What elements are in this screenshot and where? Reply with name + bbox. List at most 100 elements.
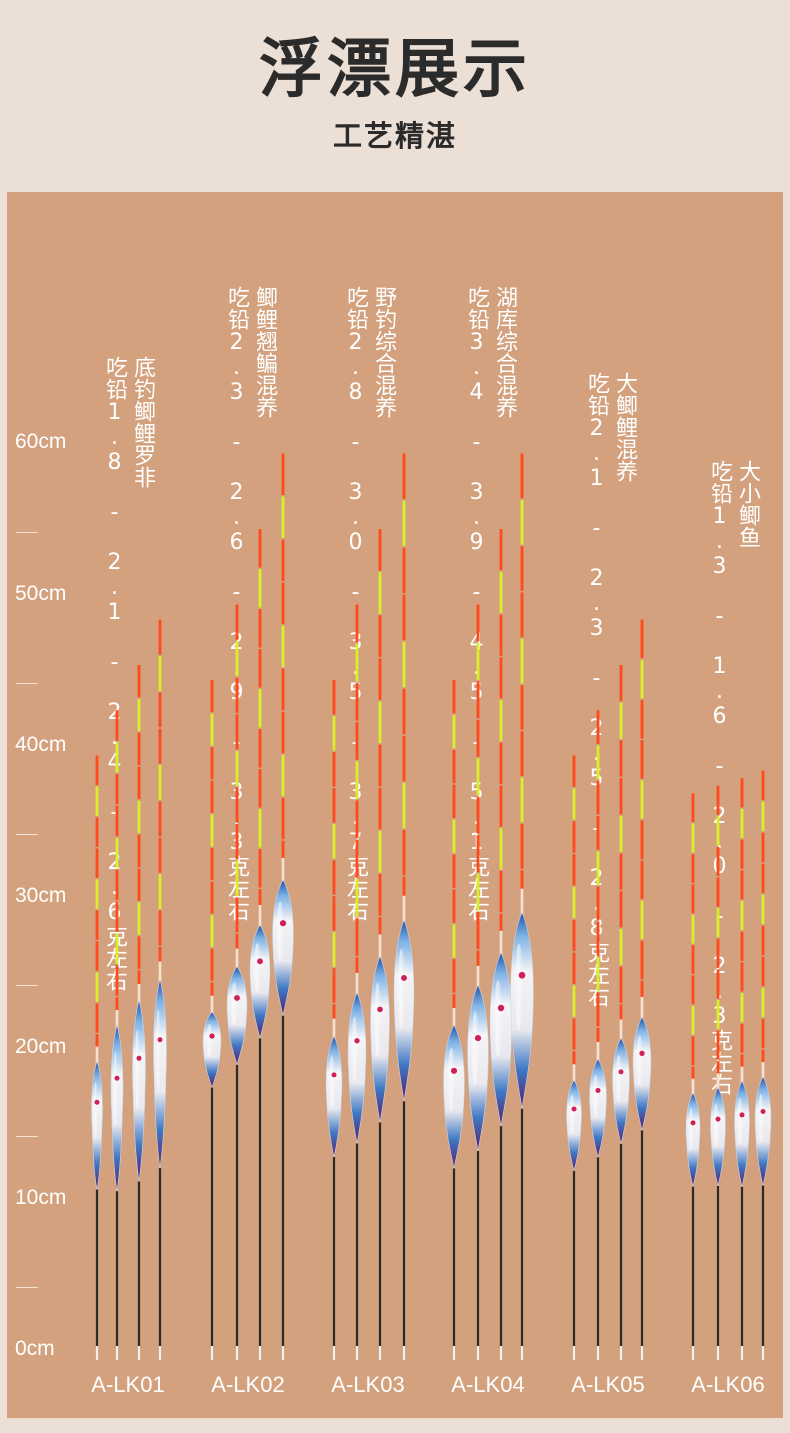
float-body-highlight bbox=[93, 1081, 98, 1139]
scale-minor-tick bbox=[16, 834, 38, 835]
float-body-highlight bbox=[757, 1094, 765, 1142]
float-logo-dot bbox=[618, 1069, 624, 1075]
group-5-lead-weight: 吃铅2.1 - 2.3 - 2.5 - 2.8克左右 bbox=[584, 372, 609, 1007]
group-3-usage: 野钓综合混养 bbox=[371, 286, 396, 418]
group-3-lead-weight: 吃铅2.8 - 3.0 - 3.5 - 3.7克左右 bbox=[343, 286, 368, 921]
float-body-highlight bbox=[155, 1009, 161, 1093]
float-body-highlight bbox=[230, 982, 239, 1026]
float-a-lk05-4 bbox=[632, 619, 652, 1360]
scale-minor-tick bbox=[16, 683, 38, 684]
float-a-lk01-4 bbox=[153, 619, 167, 1360]
float-a-lk03-4 bbox=[393, 453, 415, 1360]
float-body-highlight bbox=[397, 948, 406, 1029]
float-logo-dot bbox=[234, 995, 240, 1001]
float-logo-dot bbox=[760, 1109, 766, 1115]
group-2-usage: 鲫鲤翘鳊混养 bbox=[252, 286, 277, 418]
group-4-usage: 湖库综合混养 bbox=[492, 286, 517, 418]
float-a-lk04-3 bbox=[489, 529, 513, 1360]
model-label-a-lk05: A-LK05 bbox=[571, 1372, 645, 1397]
float-logo-dot bbox=[257, 958, 263, 965]
float-logo-dot bbox=[497, 1004, 505, 1012]
float-logo-dot bbox=[739, 1112, 745, 1118]
model-label-a-lk01: A-LK01 bbox=[91, 1372, 165, 1397]
float-logo-dot bbox=[114, 1075, 120, 1081]
float-logo-dot bbox=[518, 971, 526, 979]
float-body-highlight bbox=[737, 1098, 743, 1145]
page-subtitle: 工艺精湛 bbox=[332, 119, 457, 153]
float-a-lk02-3 bbox=[249, 529, 271, 1360]
float-body-highlight bbox=[276, 901, 285, 962]
float-logo-dot bbox=[690, 1120, 696, 1126]
float-logo-dot bbox=[639, 1050, 645, 1056]
float-a-lk02-1 bbox=[202, 680, 222, 1360]
float-logo-dot bbox=[157, 1037, 163, 1043]
float-a-lk05-1 bbox=[566, 755, 582, 1360]
float-body-highlight bbox=[688, 1107, 694, 1150]
float-body-highlight bbox=[514, 943, 524, 1031]
float-body-highlight bbox=[351, 1016, 359, 1084]
float-a-lk05-3 bbox=[612, 664, 630, 1360]
float-logo-dot bbox=[279, 920, 287, 927]
float-body-highlight bbox=[134, 1029, 140, 1110]
group-6-usage: 大小鲫鱼 bbox=[735, 460, 760, 548]
model-label-a-lk04: A-LK04 bbox=[451, 1372, 525, 1397]
float-a-lk03-2 bbox=[347, 604, 367, 1360]
float-logo-dot bbox=[209, 1033, 215, 1039]
float-logo-dot bbox=[136, 1055, 142, 1061]
scale-label-50: 50cm bbox=[15, 582, 67, 605]
scale-label-60: 60cm bbox=[15, 430, 67, 453]
float-body-highlight bbox=[615, 1054, 623, 1102]
scale-label-30: 30cm bbox=[15, 884, 67, 907]
float-body-highlight bbox=[592, 1074, 600, 1118]
float-body-highlight bbox=[113, 1051, 118, 1125]
float-a-lk06-4 bbox=[754, 770, 772, 1360]
float-a-lk06-1 bbox=[685, 793, 701, 1360]
float-a-lk02-2 bbox=[226, 604, 248, 1360]
float-body-highlight bbox=[374, 982, 382, 1056]
float-body-highlight bbox=[253, 943, 262, 993]
float-a-lk04-2 bbox=[467, 604, 489, 1360]
display-panel bbox=[7, 192, 783, 1418]
page-title: 浮漂展示 bbox=[259, 33, 531, 107]
scale-label-10: 10cm bbox=[15, 1186, 67, 1209]
float-a-lk03-1 bbox=[325, 680, 343, 1360]
float-logo-dot bbox=[354, 1038, 360, 1044]
float-logo-dot bbox=[474, 1034, 482, 1042]
scale-minor-tick bbox=[16, 532, 38, 533]
float-a-lk04-4 bbox=[510, 453, 534, 1360]
float-body-highlight bbox=[636, 1035, 644, 1086]
float-logo-dot bbox=[571, 1106, 577, 1112]
group-1-usage: 底钓鲫鲤罗非 bbox=[130, 356, 155, 488]
float-body-highlight bbox=[569, 1094, 575, 1135]
float-a-lk06-2 bbox=[710, 785, 726, 1360]
scale-label-0: 0cm bbox=[15, 1337, 55, 1360]
float-a-lk04-1 bbox=[443, 680, 465, 1360]
float-a-lk01-1 bbox=[91, 755, 103, 1360]
float-logo-dot bbox=[715, 1116, 721, 1122]
scale-minor-tick bbox=[16, 1287, 38, 1288]
group-5-usage: 大鲫鲤混养 bbox=[612, 372, 637, 482]
float-body-highlight bbox=[206, 1023, 214, 1058]
model-label-a-lk02: A-LK02 bbox=[211, 1372, 285, 1397]
group-1-lead-weight: 吃铅1.8 - 2.1 - 2.4 - 2.6克左右 bbox=[102, 356, 127, 991]
group-4-lead-weight: 吃铅3.4 - 3.9 - 4.5 - 5.1克左右 bbox=[464, 286, 489, 921]
float-a-lk02-4 bbox=[272, 453, 294, 1360]
model-label-a-lk06: A-LK06 bbox=[691, 1372, 765, 1397]
float-logo-dot bbox=[331, 1072, 337, 1078]
float-body-highlight bbox=[713, 1103, 719, 1147]
float-body-highlight bbox=[471, 1011, 480, 1085]
group-6-lead-weight: 吃铅1.3 - 1.6 - 2.0 - 2.3克左右 bbox=[707, 460, 732, 1095]
float-a-lk03-3 bbox=[370, 529, 390, 1360]
float-a-lk06-3 bbox=[734, 778, 750, 1360]
float-a-lk01-2 bbox=[110, 710, 124, 1360]
scale-label-20: 20cm bbox=[15, 1035, 67, 1058]
float-logo-dot bbox=[595, 1087, 601, 1093]
float-a-lk05-2 bbox=[589, 710, 607, 1360]
float-body-highlight bbox=[494, 980, 503, 1057]
float-logo-dot bbox=[377, 1006, 383, 1013]
model-label-a-lk03: A-LK03 bbox=[331, 1372, 405, 1397]
float-body-highlight bbox=[328, 1055, 336, 1109]
float-logo-dot bbox=[94, 1099, 100, 1105]
float-logo-dot bbox=[401, 975, 407, 981]
float-logo-dot bbox=[450, 1067, 458, 1074]
